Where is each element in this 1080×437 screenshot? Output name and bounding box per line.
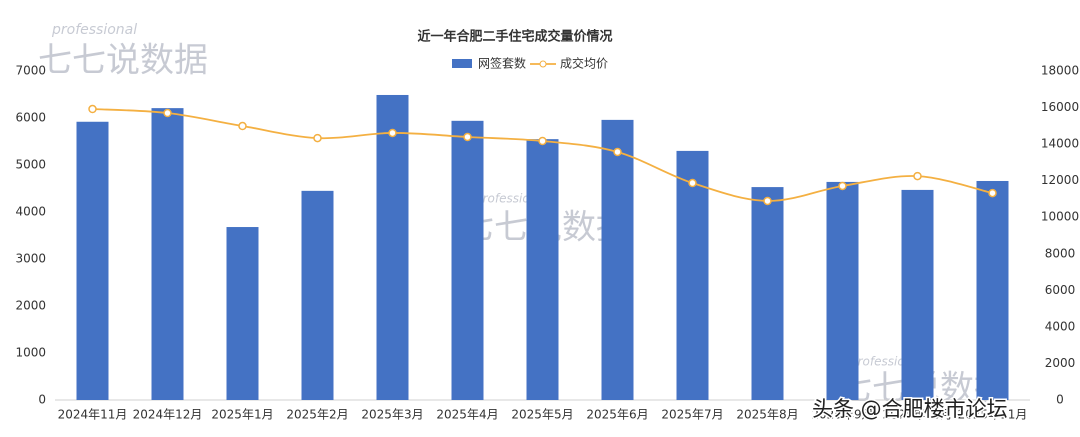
- bar: [151, 108, 184, 400]
- x-tick-label: 2025年5月: [511, 408, 573, 422]
- legend-swatch: [539, 60, 547, 68]
- watermark-source: 头条 @合肥楼市论坛: [812, 397, 1008, 421]
- bar: [526, 139, 559, 400]
- watermark-small: professional: [51, 22, 137, 38]
- x-tick-label: 2025年11月: [958, 408, 1028, 422]
- bar: [901, 189, 934, 400]
- bar: [226, 227, 259, 400]
- chart-title: 近一年合肥二手住宅成交量价情况: [417, 29, 612, 45]
- y2-tick-label: 8000: [1045, 246, 1076, 260]
- y-tick-label: 2000: [15, 299, 46, 313]
- bar: [301, 190, 334, 400]
- y2-tick-label: 0: [1056, 393, 1064, 407]
- y-tick-label: 7000: [15, 64, 46, 78]
- line-point: [163, 108, 172, 118]
- line-point: [988, 188, 997, 198]
- line-point: [313, 133, 322, 143]
- line-point: [763, 196, 772, 206]
- bar: [976, 180, 1009, 400]
- x-tick-label: 2025年7月: [661, 408, 723, 422]
- line-point: [538, 136, 547, 146]
- y2-tick-label: 4000: [1045, 319, 1076, 333]
- bar: [76, 121, 109, 400]
- line-point: [463, 132, 472, 142]
- bar: [601, 119, 634, 400]
- bar: [676, 150, 709, 400]
- y-tick-label: 5000: [15, 158, 46, 172]
- line-point: [88, 104, 97, 114]
- bar: [751, 187, 784, 400]
- bar: [376, 94, 409, 400]
- y-tick-label: 6000: [15, 111, 46, 125]
- x-tick-label: 2025年10月: [883, 408, 953, 422]
- line-point: [388, 128, 397, 138]
- x-tick-label: 2025年2月: [286, 408, 348, 422]
- y2-tick-label: 12000: [1041, 173, 1079, 187]
- line-point: [838, 181, 847, 191]
- x-tick-label: 2024年11月: [58, 408, 128, 422]
- x-tick-label: 2025年3月: [361, 408, 423, 422]
- line-point: [913, 171, 922, 181]
- legend-label: 网签套数: [478, 56, 526, 71]
- y2-tick-label: 10000: [1041, 210, 1079, 224]
- line-point: [613, 147, 622, 157]
- y2-tick-label: 14000: [1041, 137, 1079, 151]
- x-tick-label: 2025年9月: [811, 408, 873, 422]
- y-tick-label: 3000: [15, 252, 46, 266]
- x-tick-label: 2025年6月: [586, 408, 648, 422]
- legend-label: 成交均价: [560, 56, 608, 71]
- watermark-brand: 七七说数据: [38, 41, 208, 81]
- legend-swatch: [452, 59, 472, 68]
- y2-tick-label: 6000: [1045, 283, 1076, 297]
- y-tick-label: 0: [38, 393, 46, 407]
- y-tick-label: 1000: [15, 346, 46, 360]
- bar: [451, 120, 484, 400]
- y2-tick-label: 2000: [1045, 356, 1076, 370]
- y2-tick-label: 16000: [1041, 100, 1079, 114]
- bar: [826, 181, 859, 400]
- x-tick-label: 2025年8月: [736, 408, 798, 422]
- x-tick-label: 2025年1月: [211, 408, 273, 422]
- y-tick-label: 4000: [15, 205, 46, 219]
- line-point: [238, 121, 247, 131]
- x-tick-label: 2025年4月: [436, 408, 498, 422]
- y2-tick-label: 18000: [1041, 64, 1079, 78]
- x-tick-label: 2024年12月: [133, 408, 203, 422]
- line-point: [688, 178, 697, 188]
